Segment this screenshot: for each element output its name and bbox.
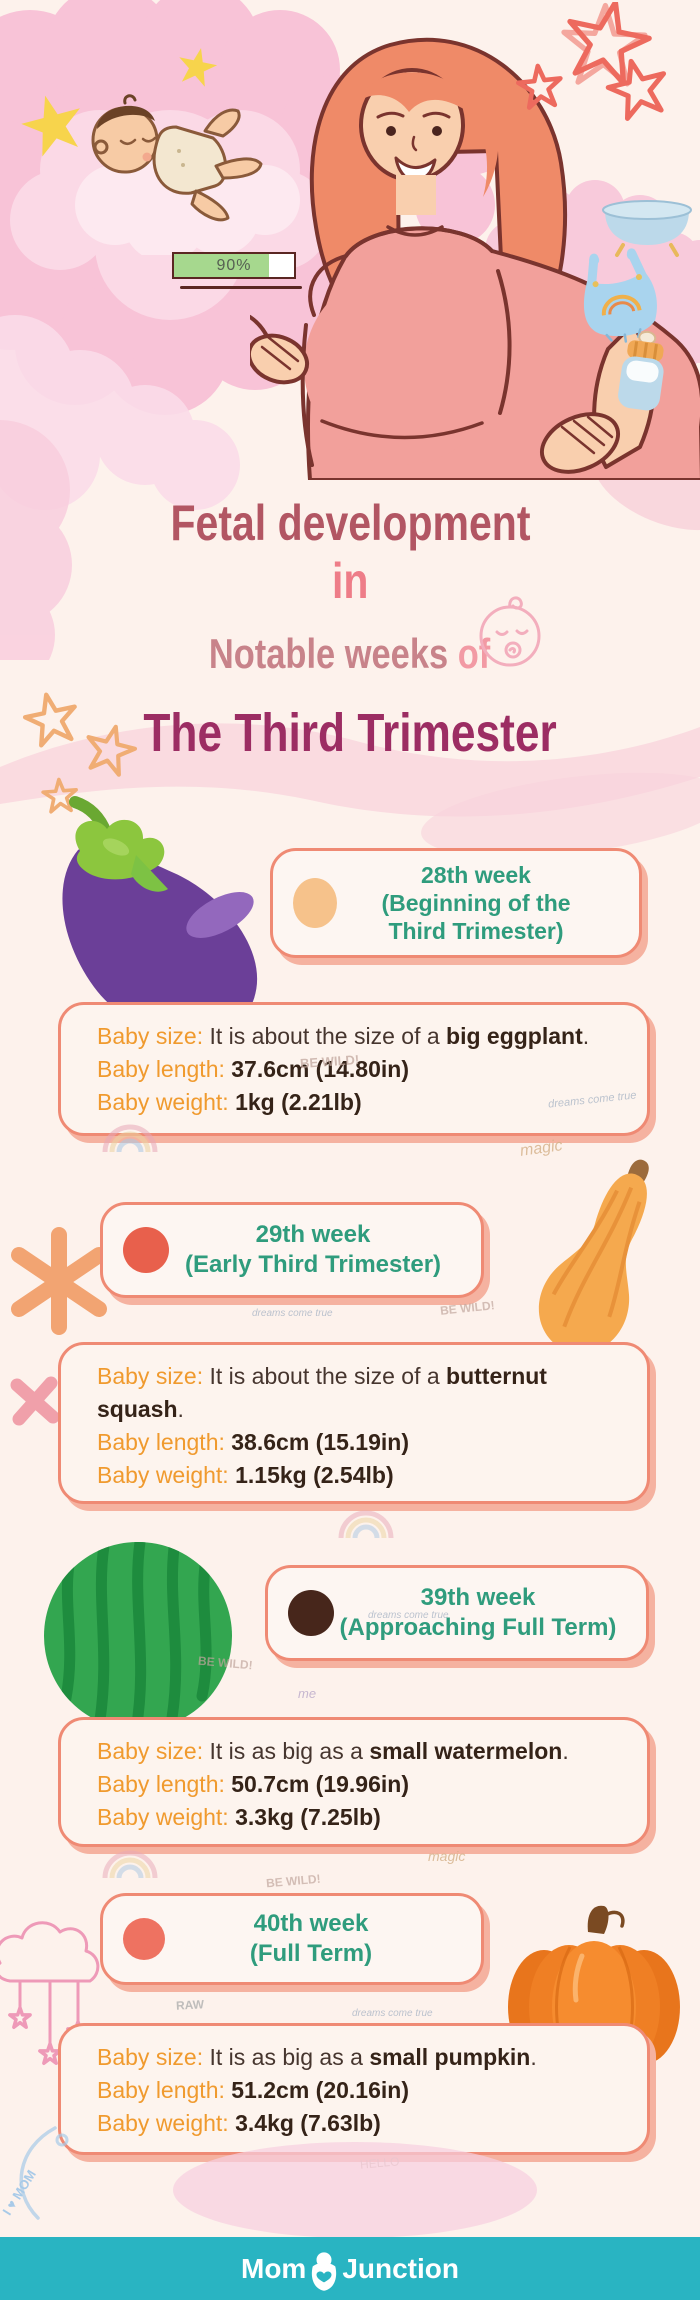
baby-length-line: Baby length: 50.7cm (19.96in) — [97, 1771, 409, 1797]
baby-weight-line: Baby weight: 3.3kg (7.25lb) — [97, 1804, 381, 1830]
bathtub-icon — [602, 200, 692, 257]
badge-subtitle: (Early Third Trimester) — [184, 1251, 442, 1278]
week-40-badge: 40th week (Full Term) — [100, 1893, 484, 1985]
butternut-squash-illustration — [538, 1159, 649, 1354]
week-39-facts-box: Baby size: It is as big as a small water… — [58, 1717, 650, 1847]
badge-dot — [293, 878, 337, 928]
baby-size-line: Baby size: It is about the size of a but… — [97, 1363, 547, 1422]
blue-squiggle-doodle — [19, 2126, 69, 2220]
rainbow-doodle-icon — [336, 1508, 396, 1542]
momjunction-baby-icon — [312, 2251, 337, 2291]
sleeping-baby-illustration — [75, 94, 300, 255]
doodle-text: RAW — [175, 1997, 205, 2013]
badge-subtitle: (Full Term) — [249, 1940, 373, 1967]
badge-week-title: 40th week — [253, 1910, 369, 1937]
week-28-facts-box: Baby size: It is about the size of a big… — [58, 1002, 650, 1136]
footer-bar: Mom Junction — [0, 2237, 700, 2300]
badge-subtitle: Third Trimester) — [388, 918, 564, 944]
badge-week-title: 39th week — [420, 1584, 536, 1611]
badge-dot — [123, 1227, 169, 1273]
title-line-2: in — [331, 553, 369, 609]
pink-ellipse-decoration — [173, 2142, 537, 2238]
pink-x-icon — [10, 1376, 60, 1426]
badge-subtitle: (Beginning of the — [381, 890, 571, 916]
week-29-facts-box: Baby size: It is about the size of a but… — [58, 1342, 650, 1504]
baby-weight-line: Baby weight: 1kg (2.21lb) — [97, 1089, 362, 1115]
brand-mom-text: Mom — [241, 2252, 307, 2284]
brand-junction-text: Junction — [342, 2252, 459, 2284]
watermelon-illustration — [44, 1542, 232, 1730]
badge-dot — [123, 1918, 165, 1960]
baby-weight-line: Baby weight: 1.15kg (2.54lb) — [97, 1462, 394, 1488]
orange-asterisk-icon — [11, 1227, 107, 1335]
pink-swoosh-decoration — [421, 772, 700, 858]
title-line-3: Notable weeks of — [209, 630, 491, 677]
badge-week-title: 29th week — [255, 1221, 371, 1248]
doodle-text: BE WILD! — [265, 1871, 322, 1891]
yellow-star-icon — [20, 92, 86, 158]
title-line-1: Fetal development — [170, 495, 530, 551]
week-29-badge: 29th week (Early Third Trimester) — [100, 1202, 484, 1298]
doodle-text: me — [298, 1686, 317, 1701]
baby-weight-line: Baby weight: 3.4kg (7.63lb) — [97, 2110, 381, 2136]
baby-size-line: Baby size: It is about the size of a big… — [97, 1023, 590, 1049]
eggplant-illustration — [62, 796, 258, 1038]
baby-size-line: Baby size: It is as big as a small pumpk… — [97, 2044, 537, 2070]
doodle-text: dreams come true — [352, 2008, 433, 2019]
baby-items-illustration — [583, 200, 692, 411]
badge-dot — [288, 1590, 334, 1636]
baby-length-line: Baby length: 38.6cm (15.19in) — [97, 1429, 409, 1455]
scribble-stars-icon — [515, 2, 695, 137]
pregnancy-progress-bar: 90% — [172, 252, 296, 279]
yellow-star-icon — [176, 46, 218, 88]
week-39-badge: 39th week (Approaching Full Term) — [265, 1565, 649, 1661]
progress-underline — [180, 286, 302, 289]
rainbow-doodle-icon — [100, 1122, 160, 1156]
doodle-text: magic — [428, 1848, 466, 1864]
cloud-hanging-stars-doodle — [0, 1921, 100, 2065]
baby-length-line: Baby length: 51.2cm (20.16in) — [97, 2077, 409, 2103]
badge-week-title: 28th week — [421, 862, 531, 888]
week-28-badge: 28th week (Beginning of the Third Trimes… — [270, 848, 642, 958]
baby-bottle-icon — [618, 330, 664, 411]
week-40-facts-box: Baby size: It is as big as a small pumpk… — [58, 2023, 650, 2155]
title-line-4: The Third Trimester — [143, 703, 557, 763]
rainbow-doodle-icon — [100, 1848, 160, 1882]
doodle-text: dreams come true — [252, 1308, 333, 1319]
doodle-text: BE WILD! — [439, 1298, 496, 1318]
brand-logo: Mom Junction — [241, 2251, 459, 2291]
baby-length-line: Baby length: 37.6cm (14.80in) — [97, 1056, 409, 1082]
progress-label: 90% — [216, 256, 252, 274]
progress-fill — [174, 254, 269, 277]
baby-face-doodle-icon — [479, 596, 541, 667]
badge-subtitle: (Approaching Full Term) — [339, 1614, 617, 1641]
baby-romper-icon — [583, 248, 657, 343]
baby-size-line: Baby size: It is as big as a small water… — [97, 1738, 569, 1764]
